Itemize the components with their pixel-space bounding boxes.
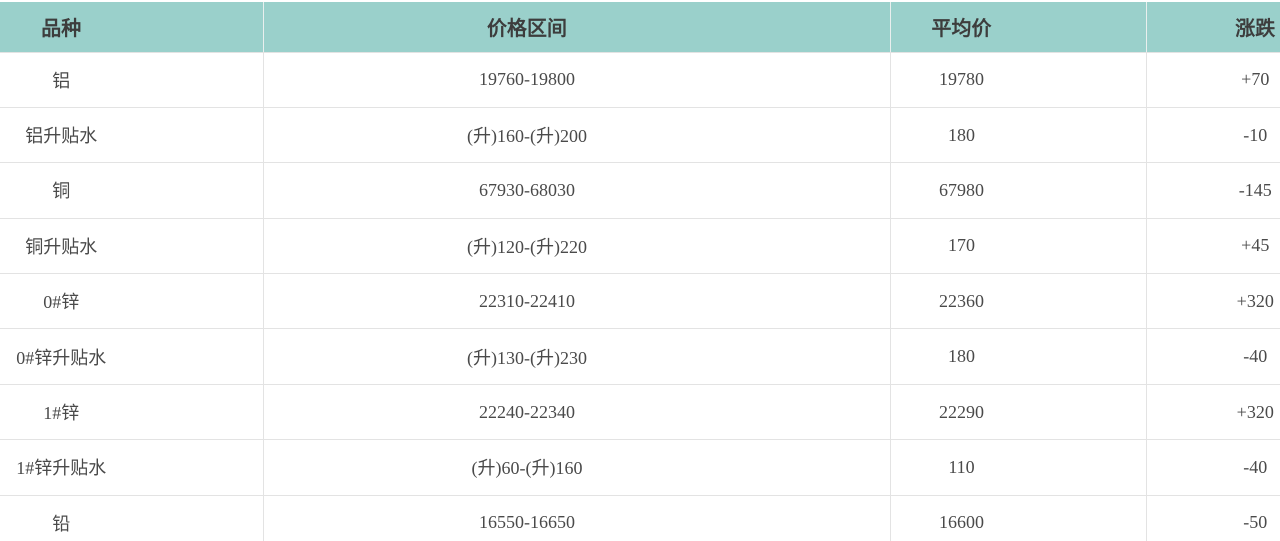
cell-price-range: (升)130-(升)230: [263, 328, 891, 385]
cell-price-range: 67930-68030: [263, 162, 891, 219]
cell-average-price: 19780: [890, 52, 1147, 108]
cell-average-price: 170: [890, 218, 1147, 275]
table-row: 铜升贴水 (升)120-(升)220 170 +45: [0, 218, 1280, 275]
table-row: 铝升贴水 (升)160-(升)200 180 -10: [0, 107, 1280, 164]
column-header-average-price: 平均价: [890, 2, 1147, 53]
cell-variety: 0#锌: [0, 273, 264, 330]
cell-average-price: 180: [890, 328, 1147, 385]
cell-average-price: 22290: [890, 384, 1147, 441]
cell-change: -40: [1146, 328, 1280, 385]
cell-variety: 铜: [0, 162, 264, 219]
column-header-change: 涨跌: [1146, 2, 1280, 53]
cell-variety: 1#锌升贴水: [0, 439, 264, 496]
cell-change: +320: [1146, 384, 1280, 441]
table-row: 1#锌升贴水 (升)60-(升)160 110 -40: [0, 439, 1280, 496]
cell-change: +70: [1146, 52, 1280, 108]
table-row: 0#锌升贴水 (升)130-(升)230 180 -40: [0, 328, 1280, 385]
table-row: 1#锌 22240-22340 22290 +320: [0, 384, 1280, 441]
cell-variety: 1#锌: [0, 384, 264, 441]
cell-average-price: 16600: [890, 495, 1147, 541]
cell-average-price: 110: [890, 439, 1147, 496]
cell-price-range: 19760-19800: [263, 52, 891, 108]
cell-price-range: (升)120-(升)220: [263, 218, 891, 275]
column-header-variety: 品种: [0, 2, 264, 53]
cell-variety: 铝: [0, 52, 264, 108]
cell-variety: 0#锌升贴水: [0, 328, 264, 385]
cell-average-price: 67980: [890, 162, 1147, 219]
cell-variety: 铝升贴水: [0, 107, 264, 164]
table-row: 铝 19760-19800 19780 +70: [0, 52, 1280, 108]
table-row: 铜 67930-68030 67980 -145: [0, 162, 1280, 219]
cell-variety: 铜升贴水: [0, 218, 264, 275]
column-header-price-range: 价格区间: [263, 2, 891, 53]
cell-change: -50: [1146, 495, 1280, 541]
cell-change: +45: [1146, 218, 1280, 275]
cell-change: -10: [1146, 107, 1280, 164]
cell-price-range: 22310-22410: [263, 273, 891, 330]
cell-price-range: 22240-22340: [263, 384, 891, 441]
cell-price-range: (升)160-(升)200: [263, 107, 891, 164]
cell-price-range: 16550-16650: [263, 495, 891, 541]
cell-average-price: 22360: [890, 273, 1147, 330]
cell-change: -145: [1146, 162, 1280, 219]
table-row: 铅 16550-16650 16600 -50: [0, 495, 1280, 541]
cell-change: -40: [1146, 439, 1280, 496]
cell-average-price: 180: [890, 107, 1147, 164]
table-row: 0#锌 22310-22410 22360 +320: [0, 273, 1280, 330]
cell-price-range: (升)60-(升)160: [263, 439, 891, 496]
table-header: 品种 价格区间 平均价 涨跌: [0, 2, 1280, 53]
cell-change: +320: [1146, 273, 1280, 330]
table-body: 铝 19760-19800 19780 +70 铝升贴水 (升)160-(升)2…: [0, 52, 1280, 541]
cell-variety: 铅: [0, 495, 264, 541]
header-row: 品种 价格区间 平均价 涨跌: [0, 2, 1280, 53]
